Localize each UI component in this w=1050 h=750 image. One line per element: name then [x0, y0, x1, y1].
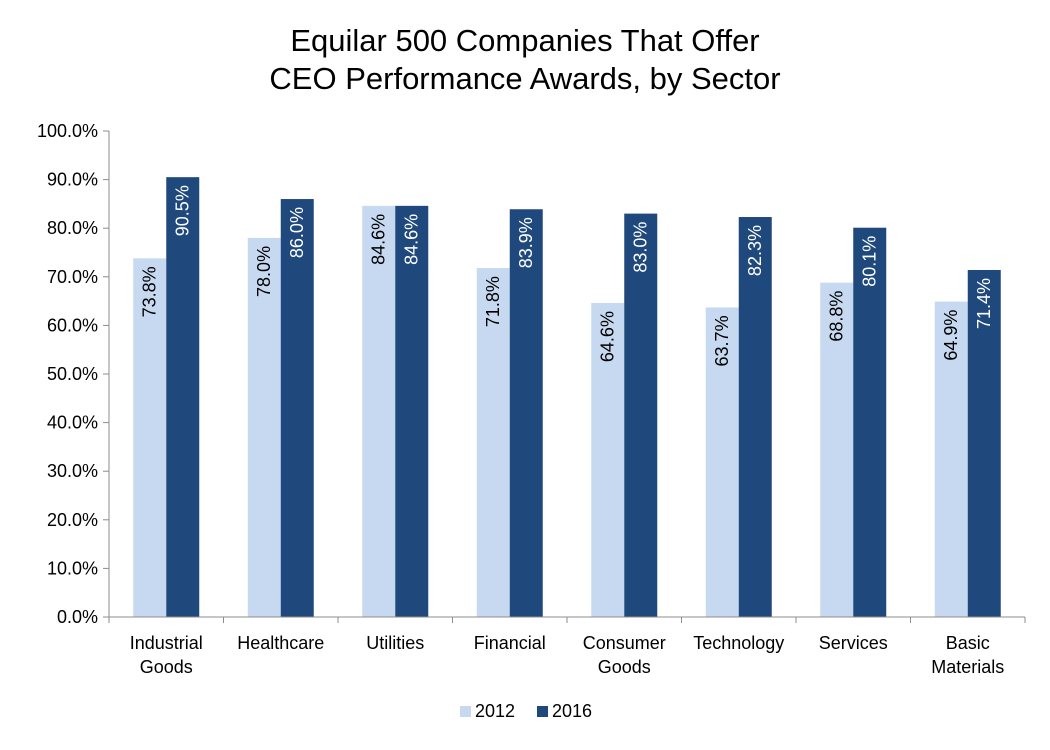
data-label-2016: 82.3% [745, 225, 765, 276]
bar-2016 [395, 205, 429, 617]
legend: 2012 2016 [460, 701, 592, 721]
data-label-2012: 63.7% [712, 315, 732, 366]
x-category-label-line: Goods [598, 657, 651, 677]
x-category-label-line: Services [819, 633, 888, 653]
x-category-label: Services [819, 633, 888, 653]
bar-2012 [591, 303, 625, 617]
y-tick-label: 0.0% [57, 607, 98, 627]
data-label-2012: 78.0% [254, 246, 274, 297]
data-label-2016: 90.5% [173, 185, 193, 236]
legend-swatch-2016 [537, 706, 548, 717]
bars [133, 177, 1001, 618]
y-tick-label: 40.0% [47, 413, 98, 433]
data-label-2016: 80.1% [860, 236, 880, 287]
x-category-label: Healthcare [237, 633, 324, 653]
x-category-label: Financial [474, 633, 546, 653]
bar-2016 [166, 177, 200, 618]
data-labels: 73.8% 78.0% 84.6% 71.8% 64.6% 63.7% 68.8% 64.9%… [140, 185, 995, 366]
data-label-2016: 83.0% [631, 222, 651, 273]
bar-2012 [133, 258, 167, 617]
data-label-2012: 64.6% [598, 311, 618, 362]
data-label-2016: 71.4% [974, 278, 994, 329]
bar-2012 [362, 205, 396, 617]
chart-title-line-1: Equilar 500 Companies That Offer [290, 23, 760, 58]
y-tick-label: 10.0% [47, 558, 98, 578]
bar-2016 [967, 269, 1001, 617]
bar-2016 [280, 199, 314, 618]
bar-2012 [247, 237, 281, 618]
bar-2012 [705, 307, 739, 617]
y-tick-label: 100.0% [37, 121, 98, 141]
chart-title: Equilar 500 Companies That Offer CEO Per… [0, 22, 1050, 98]
legend-swatch-2012 [460, 706, 471, 717]
x-category-label-line: Consumer [583, 633, 666, 653]
y-tick-label: 70.0% [47, 267, 98, 287]
y-tick-label: 80.0% [47, 218, 98, 238]
bar-2016 [853, 227, 887, 618]
x-category-label-line: Industrial [130, 633, 203, 653]
y-tick-label: 20.0% [47, 510, 98, 530]
data-label-2012: 73.8% [140, 266, 160, 317]
x-category-label: Basic Materials [931, 633, 1004, 677]
chart-title-line-2: CEO Performance Awards, by Sector [269, 61, 781, 96]
x-category-label: Industrial Goods [130, 633, 203, 677]
bar-2016 [738, 217, 772, 617]
data-label-2016: 83.9% [516, 217, 536, 268]
x-category-label: Consumer Goods [583, 633, 666, 677]
y-tick-label: 90.0% [47, 170, 98, 190]
data-label-2016: 86.0% [287, 207, 307, 258]
x-category-label: Utilities [366, 633, 424, 653]
bar-2016 [509, 209, 543, 617]
data-label-2012: 84.6% [369, 214, 389, 265]
y-tick-label: 60.0% [47, 315, 98, 335]
x-axis-labels: Industrial Goods Healthcare Utilities Financ… [130, 633, 1005, 677]
y-axis-ticks: 0.0% 10.0% 20.0% 30.0% 40.0% 50.0% 60.0% 70.0% 8… [37, 121, 109, 627]
x-category-label-line: Financial [474, 633, 546, 653]
x-category-label: Technology [693, 633, 784, 653]
x-category-label-line: Basic [946, 633, 990, 653]
x-category-label-line: Technology [693, 633, 784, 653]
bar-2012 [820, 282, 854, 617]
bar-2016 [624, 213, 658, 617]
legend-label-2012: 2012 [475, 701, 515, 721]
y-tick-label: 50.0% [47, 364, 98, 384]
x-category-label-line: Utilities [366, 633, 424, 653]
y-tick-label: 30.0% [47, 461, 98, 481]
data-label-2012: 64.9% [941, 310, 961, 361]
x-category-label-line: Goods [140, 657, 193, 677]
data-label-2016: 84.6% [402, 214, 422, 265]
x-category-label-line: Healthcare [237, 633, 324, 653]
bar-2012 [476, 268, 510, 617]
bar-2012 [934, 301, 968, 617]
data-label-2012: 71.8% [483, 276, 503, 327]
legend-label-2016: 2016 [552, 701, 592, 721]
axes [108, 131, 1026, 623]
data-label-2012: 68.8% [827, 291, 847, 342]
x-category-label-line: Materials [931, 657, 1004, 677]
